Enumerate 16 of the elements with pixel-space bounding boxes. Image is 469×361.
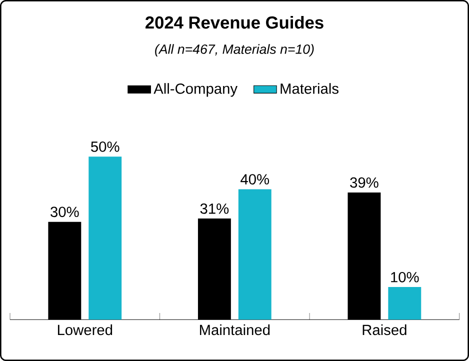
x-tick-label: Maintained bbox=[200, 324, 270, 336]
data-label: 39% bbox=[350, 177, 378, 188]
bar bbox=[238, 189, 272, 320]
data-label: 50% bbox=[91, 142, 120, 152]
x-tick-label: Raised bbox=[362, 324, 406, 336]
data-label: 10% bbox=[391, 272, 419, 282]
data-label: 40% bbox=[240, 174, 270, 184]
data-label: 30% bbox=[50, 206, 79, 218]
data-label: 31% bbox=[200, 203, 229, 214]
bar bbox=[388, 287, 422, 320]
bar bbox=[88, 156, 122, 320]
chart-subtitle: (All n=467, Materials n=10) bbox=[155, 44, 314, 57]
legend-label: All-Company bbox=[154, 83, 238, 97]
chart-title: 2024 Revenue Guides bbox=[146, 16, 324, 29]
legend-label: Materials bbox=[280, 83, 338, 94]
x-tick-label: Lowered bbox=[58, 324, 112, 336]
